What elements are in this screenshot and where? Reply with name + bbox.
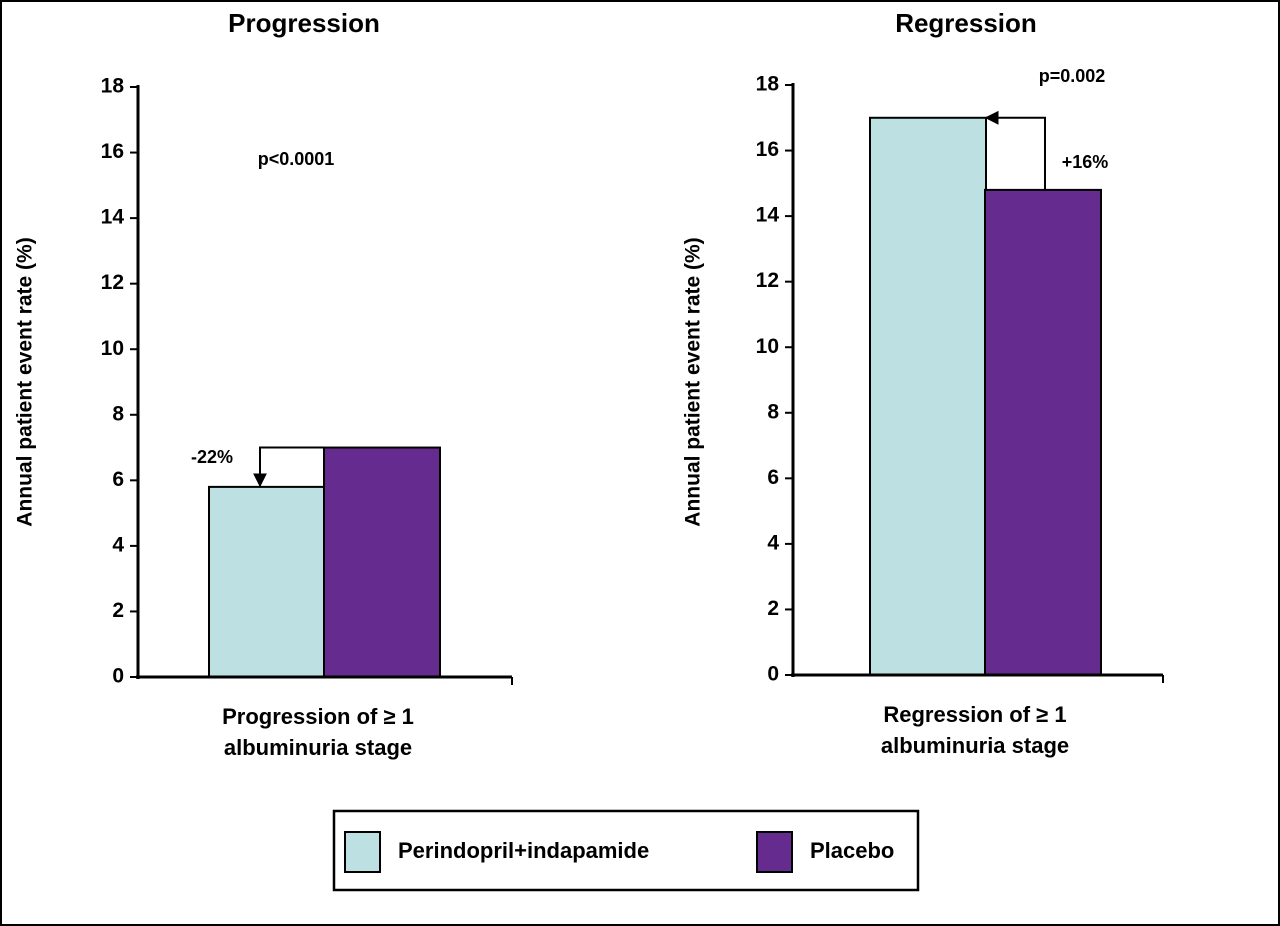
y-tick-label: 10 xyxy=(756,335,779,358)
y-tick-label: 18 xyxy=(756,73,780,96)
chart-title: Progression xyxy=(228,8,380,38)
y-tick-label: 2 xyxy=(767,597,779,620)
x-axis-label: Regression of ≥ 1 xyxy=(883,702,1066,727)
y-tick-label: 12 xyxy=(101,271,124,294)
y-axis-label: Annual patient event rate (%) xyxy=(14,237,37,526)
y-tick-label: 8 xyxy=(112,402,124,425)
y-tick-label: 0 xyxy=(767,663,779,686)
y-tick-label: 16 xyxy=(756,138,779,161)
bar xyxy=(984,188,1102,676)
legend-label: Placebo xyxy=(810,838,894,863)
y-tick-label: 8 xyxy=(767,400,779,423)
y-tick-label: 14 xyxy=(756,204,780,227)
y-tick-label: 2 xyxy=(112,599,124,622)
p-value: p<0.0001 xyxy=(258,149,335,169)
y-tick-label: 12 xyxy=(756,269,779,292)
y-tick-label: 4 xyxy=(112,533,124,556)
legend-swatch xyxy=(344,831,381,873)
change-arrow xyxy=(253,446,324,488)
y-tick-label: 14 xyxy=(101,206,125,229)
y-tick-label: 16 xyxy=(101,140,124,163)
change-label: +16% xyxy=(1062,152,1109,172)
legend-label: Perindopril+indapamide xyxy=(398,838,649,863)
y-tick-label: 4 xyxy=(767,531,779,554)
legend-box xyxy=(332,809,920,892)
y-tick-label: 18 xyxy=(101,75,125,98)
y-tick-label: 0 xyxy=(112,665,124,688)
legend-swatch xyxy=(756,831,793,873)
x-axis-label: albuminuria stage xyxy=(881,733,1069,758)
y-tick-label: 10 xyxy=(101,337,124,360)
bar xyxy=(869,116,987,677)
change-arrow xyxy=(984,110,1046,190)
x-axis-label: albuminuria stage xyxy=(224,735,412,760)
bar xyxy=(323,446,441,678)
chart-title: Regression xyxy=(895,8,1037,38)
p-value: p=0.002 xyxy=(1039,66,1106,86)
bar xyxy=(208,485,326,678)
y-tick-label: 6 xyxy=(767,466,779,489)
change-label: -22% xyxy=(191,447,233,467)
x-axis-label: Progression of ≥ 1 xyxy=(222,704,414,729)
y-tick-label: 6 xyxy=(112,468,124,491)
y-axis-label: Annual patient event rate (%) xyxy=(682,237,705,526)
